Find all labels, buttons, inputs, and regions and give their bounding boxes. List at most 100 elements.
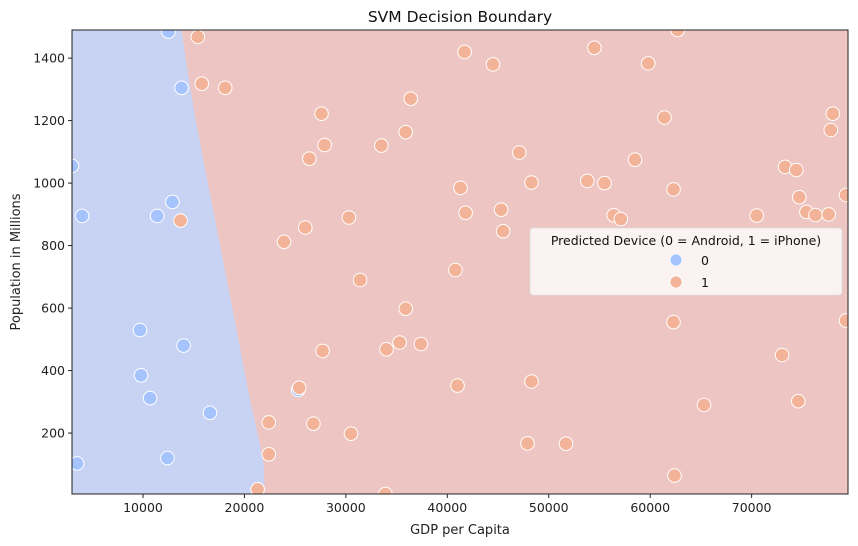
legend-title: Predicted Device (0 = Android, 1 = iPhon… bbox=[551, 233, 821, 248]
y-tick-label: 1400 bbox=[33, 51, 65, 66]
point-class-1 bbox=[558, 436, 574, 452]
point-class-1 bbox=[398, 124, 414, 140]
point-class-1 bbox=[774, 347, 790, 363]
y-tick-label: 1200 bbox=[33, 113, 65, 128]
x-tick-label: 30000 bbox=[326, 500, 366, 515]
legend-marker-class-1 bbox=[669, 275, 683, 289]
point-class-1 bbox=[587, 40, 602, 56]
point-class-1 bbox=[808, 207, 823, 223]
point-class-1 bbox=[458, 205, 473, 221]
point-class-1 bbox=[343, 426, 359, 442]
point-class-1 bbox=[378, 486, 393, 494]
point-class-0 bbox=[74, 208, 90, 224]
point-class-1 bbox=[627, 152, 643, 167]
point-class-0 bbox=[72, 158, 80, 174]
decision-region-class-0 bbox=[72, 30, 265, 494]
legend: Predicted Device (0 = Android, 1 = iPhon… bbox=[529, 227, 843, 296]
point-class-1 bbox=[341, 210, 357, 225]
point-class-1 bbox=[250, 482, 265, 494]
y-axis-ticks: 200 400 600 800 1000 1200 1400 bbox=[33, 51, 72, 441]
point-class-0 bbox=[160, 450, 175, 466]
point-class-1 bbox=[317, 137, 332, 153]
legend-label-class-0: 0 bbox=[701, 253, 709, 268]
point-class-1 bbox=[457, 44, 472, 60]
point-class-1 bbox=[838, 187, 848, 203]
point-class-1 bbox=[298, 220, 313, 235]
scatter-points bbox=[72, 30, 848, 494]
point-class-1 bbox=[493, 202, 509, 217]
point-class-1 bbox=[413, 336, 429, 352]
point-class-0 bbox=[149, 208, 165, 224]
point-class-1 bbox=[173, 213, 188, 228]
x-tick-label: 50000 bbox=[529, 500, 569, 515]
point-class-1 bbox=[379, 342, 394, 357]
point-class-1 bbox=[261, 447, 277, 462]
point-class-0 bbox=[142, 390, 158, 406]
point-class-1 bbox=[666, 182, 681, 197]
point-class-1 bbox=[352, 272, 368, 288]
point-class-0 bbox=[176, 338, 191, 353]
point-class-1 bbox=[789, 162, 804, 178]
point-class-1 bbox=[261, 415, 277, 430]
point-class-0 bbox=[72, 456, 85, 471]
point-class-1 bbox=[314, 106, 329, 121]
point-class-1 bbox=[450, 378, 465, 393]
point-class-1 bbox=[597, 175, 612, 191]
x-axis-ticks: 10000 20000 30000 40000 50000 60000 70000 bbox=[123, 494, 772, 515]
y-tick-label: 600 bbox=[41, 301, 65, 316]
y-tick-label: 200 bbox=[41, 426, 65, 441]
y-tick-label: 1000 bbox=[33, 176, 65, 191]
point-class-1 bbox=[825, 106, 841, 121]
x-tick-label: 20000 bbox=[225, 500, 265, 515]
point-class-1 bbox=[520, 436, 535, 451]
point-class-1 bbox=[392, 335, 407, 350]
point-class-0 bbox=[133, 368, 149, 383]
plot-frame bbox=[71, 29, 849, 495]
chart-title: SVM Decision Boundary bbox=[368, 8, 552, 26]
point-class-1 bbox=[495, 223, 511, 239]
point-class-0 bbox=[161, 30, 176, 39]
point-class-1 bbox=[194, 76, 210, 91]
point-class-1 bbox=[666, 314, 681, 330]
point-class-1 bbox=[667, 468, 682, 483]
point-class-1 bbox=[580, 173, 595, 189]
point-class-1 bbox=[217, 80, 233, 96]
x-tick-label: 70000 bbox=[732, 500, 772, 515]
point-class-1 bbox=[485, 57, 501, 72]
point-class-1 bbox=[696, 397, 712, 413]
point-class-1 bbox=[398, 301, 414, 317]
point-class-1 bbox=[524, 175, 539, 190]
point-class-1 bbox=[791, 393, 806, 409]
legend-marker-class-0 bbox=[669, 253, 683, 267]
point-class-0 bbox=[165, 194, 180, 210]
point-class-1 bbox=[838, 313, 848, 328]
x-tick-label: 10000 bbox=[123, 500, 163, 515]
point-class-1 bbox=[657, 110, 672, 125]
point-class-0 bbox=[174, 80, 189, 96]
point-class-1 bbox=[276, 234, 292, 250]
x-axis-label: GDP per Capita bbox=[410, 523, 510, 538]
point-class-1 bbox=[374, 138, 389, 153]
point-class-1 bbox=[453, 180, 468, 196]
legend-box bbox=[529, 227, 843, 296]
point-class-1 bbox=[640, 56, 656, 71]
point-class-1 bbox=[448, 262, 463, 278]
point-class-1 bbox=[613, 211, 629, 227]
legend-label-class-1: 1 bbox=[701, 275, 709, 290]
x-tick-label: 60000 bbox=[630, 500, 670, 515]
point-class-1 bbox=[190, 30, 206, 45]
point-class-1 bbox=[315, 343, 330, 359]
x-tick-label: 40000 bbox=[427, 500, 467, 515]
point-class-1 bbox=[306, 416, 321, 432]
point-class-1 bbox=[821, 207, 837, 222]
y-tick-label: 400 bbox=[41, 363, 65, 378]
point-class-0 bbox=[202, 405, 218, 421]
y-axis-label: Population in Millions bbox=[9, 193, 24, 330]
point-class-1 bbox=[403, 91, 419, 106]
point-class-1 bbox=[291, 380, 307, 396]
point-class-0 bbox=[132, 322, 148, 338]
point-class-1 bbox=[512, 145, 527, 160]
point-class-1 bbox=[302, 151, 317, 166]
point-class-1 bbox=[749, 208, 765, 223]
